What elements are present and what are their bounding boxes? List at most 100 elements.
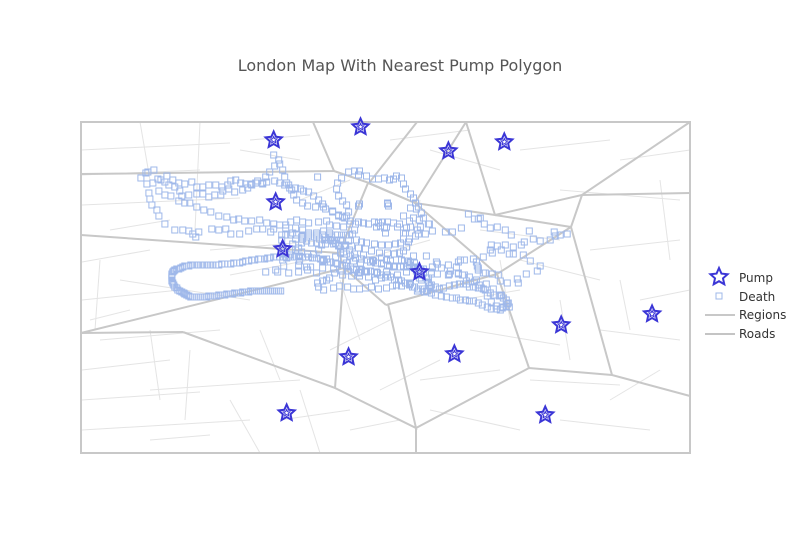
death-point[interactable]	[161, 191, 169, 199]
death-point[interactable]	[191, 293, 199, 301]
legend-item-pump[interactable]: Pump	[708, 265, 773, 287]
pump-point[interactable]	[276, 402, 298, 422]
death-point[interactable]	[431, 283, 439, 291]
death-point[interactable]	[305, 188, 313, 196]
death-point[interactable]	[276, 221, 284, 229]
death-point[interactable]	[167, 192, 175, 200]
death-point[interactable]	[470, 215, 478, 223]
death-point[interactable]	[185, 191, 193, 199]
death-point[interactable]	[275, 287, 283, 295]
death-point[interactable]	[525, 227, 533, 235]
death-point[interactable]	[271, 287, 279, 295]
death-point[interactable]	[400, 180, 407, 188]
death-point[interactable]	[386, 262, 393, 270]
death-point[interactable]	[219, 187, 227, 195]
death-point[interactable]	[363, 268, 370, 276]
death-point[interactable]	[231, 188, 239, 196]
death-point[interactable]	[373, 223, 380, 231]
death-point[interactable]	[435, 285, 443, 293]
death-point[interactable]	[461, 296, 469, 304]
death-point[interactable]	[465, 283, 473, 291]
legend-item-roads[interactable]: Roads	[705, 327, 775, 341]
death-point[interactable]	[312, 203, 320, 211]
death-point[interactable]	[391, 250, 398, 258]
death-point[interactable]	[371, 240, 378, 248]
death-point[interactable]	[486, 224, 494, 232]
death-point[interactable]	[378, 241, 385, 249]
death-point[interactable]	[273, 287, 281, 295]
pump-point[interactable]	[493, 131, 515, 151]
death-point[interactable]	[358, 266, 365, 274]
death-point[interactable]	[314, 173, 322, 181]
death-point[interactable]	[433, 270, 441, 278]
death-point[interactable]	[415, 216, 423, 224]
death-point[interactable]	[414, 285, 422, 293]
death-point[interactable]	[448, 294, 456, 302]
death-point[interactable]	[384, 200, 391, 208]
death-point[interactable]	[339, 213, 347, 221]
death-point[interactable]	[375, 219, 382, 227]
death-point[interactable]	[351, 167, 359, 175]
death-point[interactable]	[393, 172, 400, 180]
death-point[interactable]	[486, 289, 494, 297]
death-point[interactable]	[303, 237, 311, 245]
death-point[interactable]	[474, 299, 482, 307]
death-point[interactable]	[402, 279, 409, 287]
death-point[interactable]	[278, 231, 286, 239]
death-point[interactable]	[372, 276, 379, 284]
death-point[interactable]	[402, 229, 409, 237]
death-point[interactable]	[355, 244, 362, 252]
death-point[interactable]	[360, 219, 367, 227]
death-point[interactable]	[417, 209, 425, 217]
death-point[interactable]	[287, 231, 295, 239]
death-point[interactable]	[332, 259, 340, 267]
death-point[interactable]	[480, 220, 488, 228]
death-point[interactable]	[267, 287, 275, 295]
legend[interactable]: Pump Death Regions Roads	[705, 265, 786, 341]
death-point[interactable]	[383, 284, 390, 292]
death-point[interactable]	[347, 263, 355, 271]
death-point[interactable]	[215, 212, 223, 220]
death-point[interactable]	[375, 285, 382, 293]
death-point[interactable]	[347, 252, 355, 260]
death-point[interactable]	[241, 217, 249, 225]
pump-point[interactable]	[443, 343, 465, 363]
death-point[interactable]	[257, 255, 265, 263]
death-point[interactable]	[315, 246, 323, 254]
death-point[interactable]	[248, 217, 256, 225]
death-point[interactable]	[343, 250, 351, 258]
death-point[interactable]	[300, 187, 308, 195]
death-point[interactable]	[536, 237, 544, 245]
death-point[interactable]	[188, 178, 196, 186]
death-point[interactable]	[428, 263, 436, 271]
death-point[interactable]	[344, 283, 352, 291]
death-point[interactable]	[263, 178, 271, 186]
death-point[interactable]	[488, 249, 496, 257]
death-point[interactable]	[363, 239, 370, 247]
death-point[interactable]	[295, 253, 303, 261]
death-point[interactable]	[469, 255, 477, 263]
death-point[interactable]	[365, 220, 372, 228]
death-point[interactable]	[472, 276, 480, 284]
death-point[interactable]	[195, 293, 203, 301]
death-point[interactable]	[298, 239, 306, 247]
death-point[interactable]	[483, 303, 491, 311]
death-point[interactable]	[353, 236, 360, 244]
death-point[interactable]	[155, 212, 163, 220]
death-point[interactable]	[305, 233, 313, 241]
death-point[interactable]	[269, 287, 277, 295]
death-point[interactable]	[335, 192, 343, 200]
death-point[interactable]	[199, 183, 207, 191]
death-point[interactable]	[410, 194, 417, 202]
death-point[interactable]	[345, 168, 353, 176]
death-point[interactable]	[271, 162, 279, 170]
death-point[interactable]	[509, 243, 517, 251]
death-point[interactable]	[265, 287, 273, 295]
death-point[interactable]	[325, 236, 333, 244]
death-point[interactable]	[444, 261, 452, 269]
death-point[interactable]	[474, 215, 482, 223]
death-point[interactable]	[385, 202, 392, 210]
death-point[interactable]	[503, 279, 511, 287]
death-point[interactable]	[137, 174, 145, 182]
death-point[interactable]	[367, 258, 374, 266]
